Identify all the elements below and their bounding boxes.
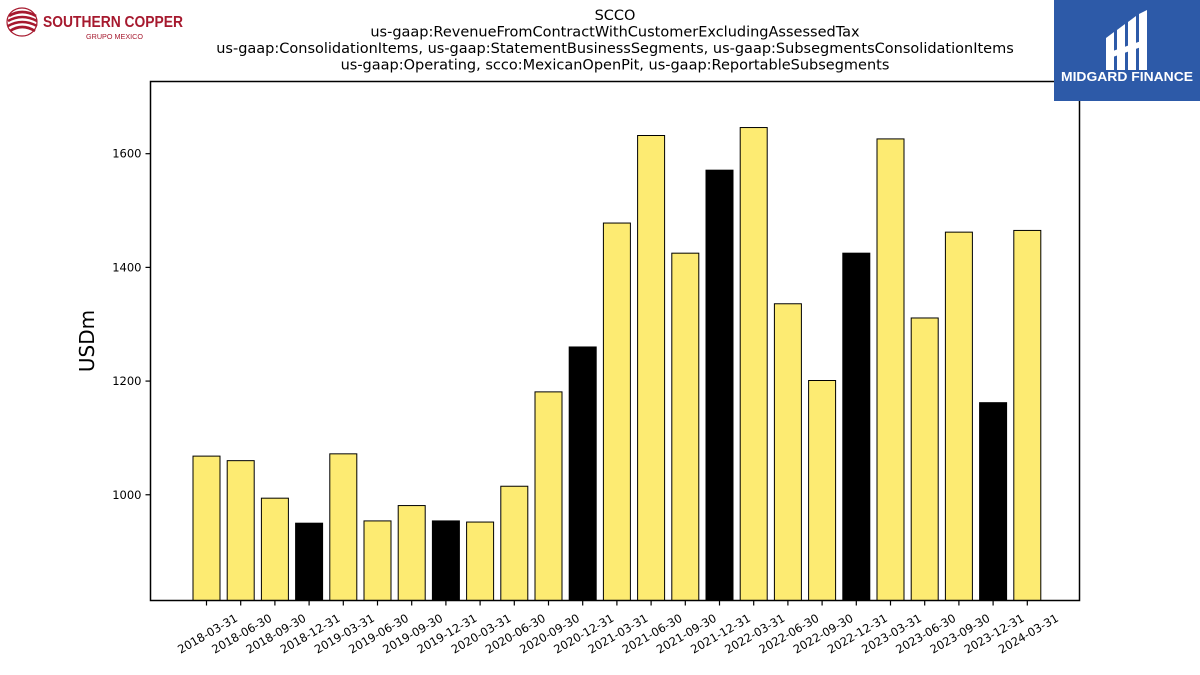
southern-copper-sub: GRUPO MEXICO <box>86 34 144 41</box>
chart-subtitle-line-1: us-gaap:RevenueFromContractWithCustomerE… <box>370 25 860 41</box>
bar-2022-06-30 <box>773 303 802 601</box>
bar-2022-03-31 <box>739 127 768 601</box>
bar-2020-03-31 <box>466 521 495 601</box>
y-axis-label: USDm <box>75 310 99 372</box>
y-tick-label: 1200 <box>112 374 141 388</box>
y-tick-label: 1600 <box>112 147 141 161</box>
chart-title-group: SCCO us-gaap:RevenueFromContractWithCust… <box>216 8 1014 74</box>
midgard-emblem-icon <box>1106 10 1147 70</box>
midgard-finance-name: MIDGARD FINANCE <box>1061 69 1193 84</box>
bar-2023-06-30 <box>910 317 939 601</box>
plot-frame <box>149 80 1081 602</box>
x-ticks-group: 2018-03-312018-06-302018-09-302018-12-31… <box>175 600 1061 657</box>
bars-group <box>192 127 1042 602</box>
bar-2020-06-30 <box>500 485 529 601</box>
bar-2018-12-31 <box>295 522 324 601</box>
bar-2018-06-30 <box>226 460 255 601</box>
bar-2021-12-31 <box>705 169 734 601</box>
y-ticks-group: 1000 1200 1400 1600 <box>112 147 151 502</box>
southern-copper-logo: SOUTHERN COPPER GRUPO MEXICO <box>6 6 196 46</box>
bar-2023-12-31 <box>979 402 1008 601</box>
bar-2019-12-31 <box>431 520 460 601</box>
chart-subtitle-line-3: us-gaap:Operating, scco:MexicanOpenPit, … <box>341 58 890 74</box>
bar-2024-03-31 <box>1013 229 1042 602</box>
bar-2020-12-31 <box>568 346 597 601</box>
bar-2019-03-31 <box>329 453 358 601</box>
y-tick-label: 1400 <box>112 260 141 274</box>
bar-2019-09-30 <box>397 505 426 601</box>
bar-2023-03-31 <box>876 138 905 601</box>
bar-2021-09-30 <box>671 252 700 601</box>
bar-2020-09-30 <box>534 391 563 601</box>
bar-2022-09-30 <box>808 380 837 601</box>
chart-subtitle-line-2: us-gaap:ConsolidationItems, us-gaap:Stat… <box>216 41 1014 57</box>
chart-title: SCCO <box>595 8 636 24</box>
y-tick-label: 1000 <box>112 488 141 502</box>
bar-2021-03-31 <box>602 222 631 602</box>
bar-2018-03-31 <box>192 455 221 601</box>
bar-2018-09-30 <box>260 497 289 601</box>
southern-copper-name: SOUTHERN COPPER <box>43 14 183 31</box>
bar-2019-06-30 <box>363 520 392 601</box>
bar-2023-09-30 <box>944 231 973 601</box>
midgard-finance-logo: MIDGARD FINANCE <box>1054 0 1200 101</box>
bar-2022-12-31 <box>842 252 871 601</box>
bar-2021-06-30 <box>637 135 666 601</box>
southern-copper-emblem-icon <box>6 7 38 37</box>
